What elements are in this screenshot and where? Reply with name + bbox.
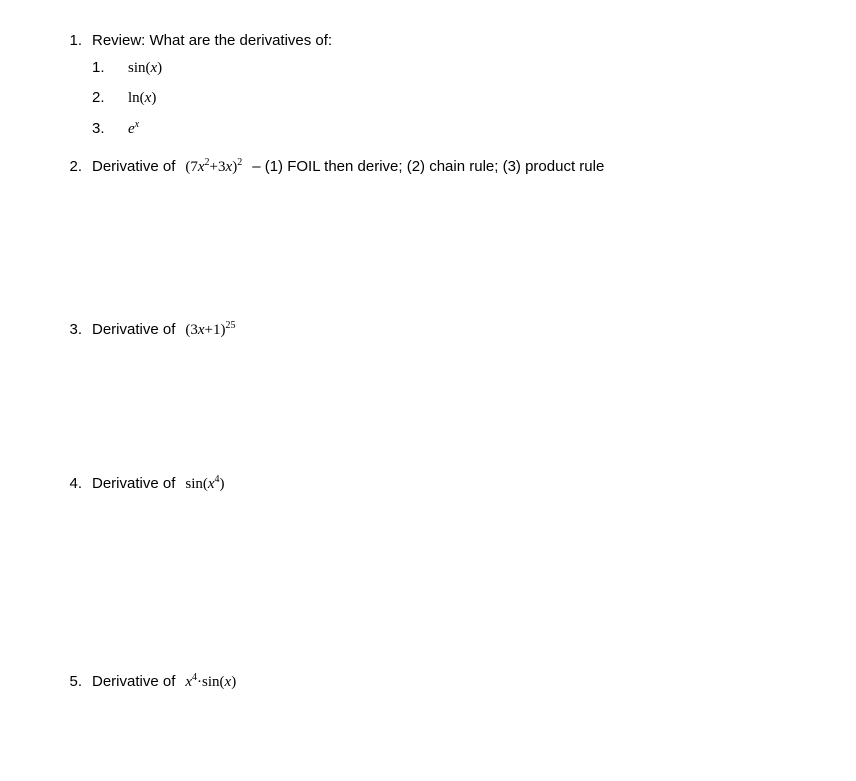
question-1c-expression: ex — [128, 117, 139, 141]
question-1a: 1. sin(x) — [92, 57, 816, 87]
question-1-number: 1. — [54, 30, 92, 53]
question-1-text: Review: What are the derivatives of: — [92, 30, 816, 53]
question-5-lead: Derivative of — [92, 671, 175, 694]
question-1b-number: 2. — [92, 87, 116, 110]
question-4-expression: sin(x4) — [185, 472, 224, 496]
question-4-lead: Derivative of — [92, 473, 175, 496]
question-1-header: 1. Review: What are the derivatives of: — [54, 30, 816, 53]
question-1c-number: 3. — [92, 118, 116, 141]
question-1a-expression: sin(x) — [128, 57, 162, 80]
question-2: 2. Derivative of (7x2+3x)2 – (1) FOIL th… — [54, 155, 816, 179]
question-3-number: 3. — [54, 319, 92, 342]
question-1: 1. Review: What are the derivatives of: … — [54, 30, 816, 147]
question-2-expression: (7x2+3x)2 — [185, 155, 242, 179]
question-1c: 3. ex — [92, 117, 816, 147]
question-2-number: 2. — [54, 156, 92, 179]
question-5: 5. Derivative of x4·sin(x) — [54, 670, 816, 694]
spacer-after-q2 — [54, 178, 816, 318]
question-1b-expression: ln(x) — [128, 87, 156, 110]
question-5-number: 5. — [54, 671, 92, 694]
question-5-expression: x4·sin(x) — [185, 670, 236, 694]
question-3-expression: (3x+1)25 — [185, 318, 235, 342]
question-4-number: 4. — [54, 473, 92, 496]
question-4: 4. Derivative of sin(x4) — [54, 472, 816, 496]
spacer-after-q4 — [54, 495, 816, 670]
question-1b: 2. ln(x) — [92, 87, 816, 117]
question-2-trail: – (1) FOIL then derive; (2) chain rule; … — [252, 156, 604, 179]
question-1-sublist: 1. sin(x) 2. ln(x) 3. ex — [92, 57, 816, 147]
spacer-after-q3 — [54, 342, 816, 472]
question-3-lead: Derivative of — [92, 319, 175, 342]
worksheet-page: 1. Review: What are the derivatives of: … — [0, 0, 856, 734]
question-3: 3. Derivative of (3x+1)25 — [54, 318, 816, 342]
question-1a-number: 1. — [92, 57, 116, 80]
question-2-lead: Derivative of — [92, 156, 175, 179]
